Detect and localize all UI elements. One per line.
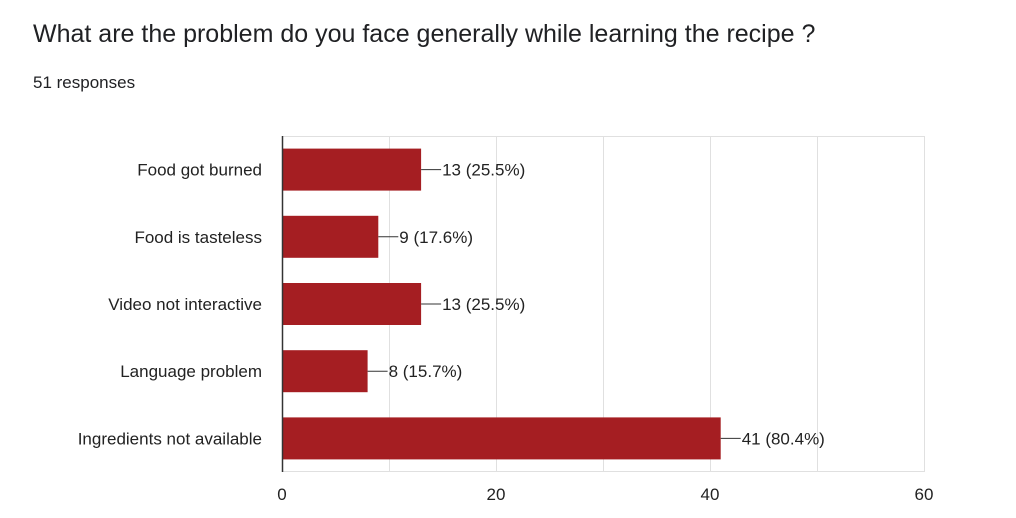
x-tick-label: 40 [701, 485, 720, 504]
question-title: What are the problem do you face general… [33, 20, 816, 48]
x-tick-labels: 0 20 40 60 [277, 485, 933, 504]
category-label: Food got burned [137, 161, 262, 180]
data-label: 13 (25.5%) [442, 161, 525, 180]
data-labels: 13 (25.5%) 9 (17.6%) 13 (25.5%) 8 (15.7%) 41… [367, 161, 825, 448]
bar [282, 417, 721, 460]
data-label: 41 (80.4%) [742, 429, 825, 448]
bar [282, 148, 422, 191]
category-labels: Food got burned Food is tasteless Video no… [78, 161, 262, 449]
category-label: Ingredients not available [78, 429, 262, 448]
response-count: 51 responses [33, 73, 136, 92]
data-label: 9 (17.6%) [399, 228, 473, 247]
data-label: 8 (15.7%) [389, 362, 463, 381]
category-label: Food is tasteless [134, 228, 262, 247]
x-tick-label: 0 [277, 485, 286, 504]
data-label: 13 (25.5%) [442, 295, 525, 314]
x-tick-label: 20 [487, 485, 506, 504]
category-label: Language problem [120, 362, 262, 381]
x-tick-label: 60 [915, 485, 934, 504]
category-label: Video not interactive [108, 295, 262, 314]
bar [282, 283, 422, 325]
bar [282, 350, 368, 393]
bar [282, 215, 379, 258]
bars [282, 148, 721, 460]
